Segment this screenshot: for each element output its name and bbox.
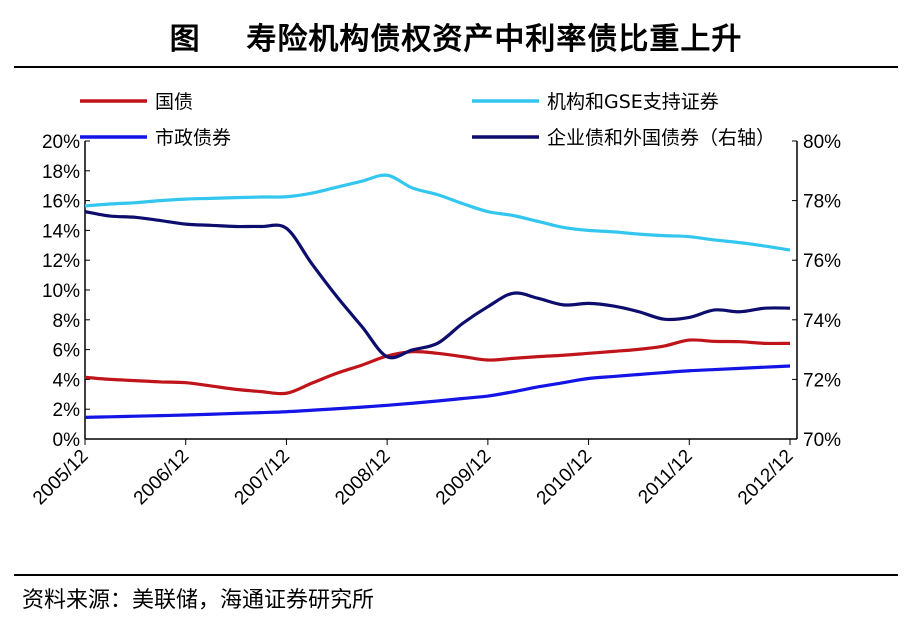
series-line-3	[84, 210, 791, 360]
left-tick-label: 10%	[42, 281, 80, 302]
left-tick-label: 16%	[42, 192, 80, 213]
source-note: 资料来源：美联储，海通证券研究所	[22, 588, 375, 613]
left-tick-label: 2%	[53, 400, 81, 421]
x-tick-label: 2011/12	[634, 446, 696, 508]
chart-title: 图 寿险机构债权资产中利率债比重上升	[169, 22, 743, 57]
series-line-0	[84, 338, 791, 396]
x-tick-label: 2006/12	[130, 446, 193, 509]
series-line-2	[84, 364, 791, 419]
left-tick-label: 0%	[53, 430, 81, 451]
left-tick-label: 20%	[42, 132, 80, 153]
right-tick-label: 74%	[803, 311, 841, 332]
x-tick-label: 2009/12	[432, 446, 495, 509]
left-tick-label: 6%	[53, 341, 81, 362]
series-line-1	[84, 173, 791, 252]
x-tick-label: 2005/12	[29, 446, 92, 509]
left-tick-label: 18%	[42, 162, 80, 183]
left-tick-label: 14%	[42, 221, 80, 242]
x-tick-label: 2012/12	[734, 446, 797, 509]
right-tick-label: 80%	[803, 132, 841, 153]
legend-label-2: 市政债券	[155, 127, 231, 149]
left-tick-label: 4%	[53, 370, 81, 391]
source-rule	[14, 574, 898, 576]
right-tick-label: 70%	[803, 430, 841, 451]
right-tick-label: 76%	[803, 251, 841, 272]
left-tick-label: 8%	[53, 311, 81, 332]
legend-label-3: 企业债和外国债券（右轴）	[547, 127, 775, 149]
x-tick-label: 2010/12	[533, 446, 596, 509]
left-tick-label: 12%	[42, 251, 80, 272]
right-tick-label: 72%	[803, 370, 841, 391]
x-tick-label: 2008/12	[331, 446, 394, 509]
title-rule	[14, 66, 898, 68]
right-tick-label: 78%	[803, 192, 841, 213]
x-tick-label: 2007/12	[231, 446, 294, 509]
legend-label-0: 国债	[155, 91, 193, 113]
legend-label-1: 机构和GSE支持证券	[547, 91, 719, 113]
